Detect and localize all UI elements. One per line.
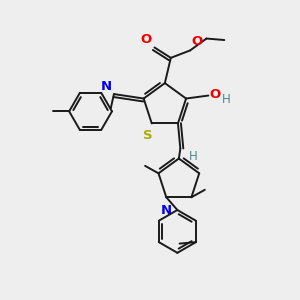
Text: S: S [143, 129, 153, 142]
Text: H: H [222, 93, 230, 106]
Text: N: N [161, 204, 172, 217]
Text: O: O [141, 33, 152, 46]
Text: N: N [100, 80, 112, 93]
Text: O: O [210, 88, 221, 101]
Text: O: O [192, 35, 203, 48]
Text: H: H [189, 150, 198, 163]
